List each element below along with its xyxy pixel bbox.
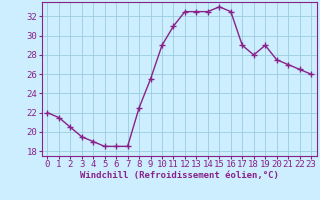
X-axis label: Windchill (Refroidissement éolien,°C): Windchill (Refroidissement éolien,°C) <box>80 171 279 180</box>
